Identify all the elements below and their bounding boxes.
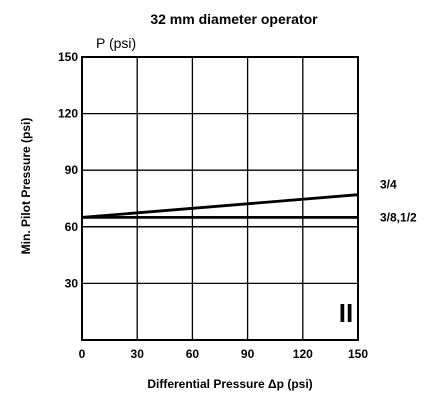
x-tick-label: 60 [186, 347, 200, 361]
x-tick-label: 0 [79, 347, 86, 361]
x-tick-label: 120 [293, 347, 313, 361]
x-tick-labels: 0 30 60 90 120 150 [79, 347, 369, 361]
plot-frame [81, 56, 359, 341]
y-tick-label: 60 [65, 220, 79, 234]
chart-title: 32 mm diameter operator [150, 11, 318, 27]
series-label: 3/4 [380, 178, 397, 192]
x-tick-label: 30 [131, 347, 145, 361]
series-lines [81, 193, 359, 219]
y-tick-labels: 150 120 90 60 30 [58, 50, 78, 290]
y-tick-label: 90 [65, 163, 79, 177]
x-tick-label: 90 [241, 347, 255, 361]
region-label: II [339, 298, 353, 328]
y-unit-label: P (psi) [96, 35, 136, 51]
series-line [81, 193, 359, 219]
x-axis-label: Differential Pressure Δp (psi) [147, 377, 312, 391]
y-tick-label: 30 [65, 276, 79, 290]
y-axis-label: Min. Pilot Pressure (psi) [19, 118, 33, 255]
y-tick-label: 120 [58, 107, 78, 121]
y-tick-label: 150 [58, 50, 78, 64]
series-labels: 3/4 3/8,1/2 [380, 178, 417, 225]
x-tick-label: 150 [348, 347, 368, 361]
series-label: 3/8,1/2 [380, 210, 417, 224]
